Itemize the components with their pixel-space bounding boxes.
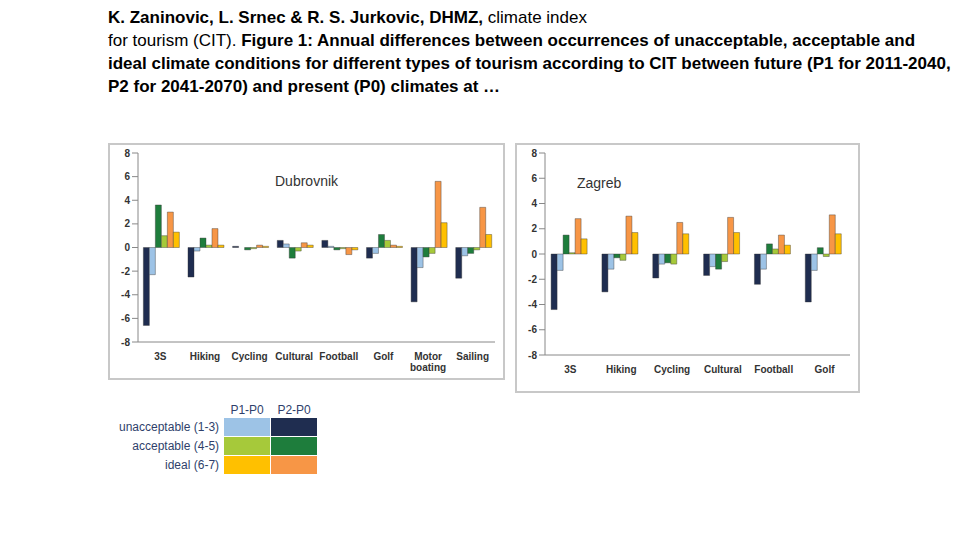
svg-text:Football: Football bbox=[319, 351, 358, 362]
svg-text:3S: 3S bbox=[564, 364, 577, 375]
svg-text:Hiking: Hiking bbox=[606, 364, 637, 375]
svg-text:8: 8 bbox=[124, 148, 130, 159]
html-text:acceptable (4-5): acceptable (4-5) bbox=[132, 439, 220, 453]
svg-text:3S: 3S bbox=[154, 351, 167, 362]
svg-text:0: 0 bbox=[124, 242, 130, 253]
html-text:ideal (6-7): ideal (6-7) bbox=[165, 458, 220, 472]
svg-text:Football: Football bbox=[754, 364, 793, 375]
svg-text:Cycling: Cycling bbox=[232, 351, 268, 362]
html-text:Dubrovnik: Dubrovnik bbox=[275, 173, 338, 189]
svg-text:6: 6 bbox=[531, 173, 537, 184]
svg-text:-2: -2 bbox=[528, 274, 537, 285]
svg-text:Golf: Golf bbox=[815, 364, 836, 375]
svg-text:-6: -6 bbox=[528, 324, 537, 335]
html-text:K. Zaninovic, L. Srnec & R. S.: K. Zaninovic, L. Srnec & R. S. Jurkovic,… bbox=[108, 8, 587, 27]
html-text:for tourism (CIT). Figure 1: A: for tourism (CIT). Figure 1: Annual diff… bbox=[108, 31, 951, 96]
svg-text:Motorboating: Motorboating bbox=[410, 351, 446, 373]
svg-text:-4: -4 bbox=[121, 289, 130, 300]
svg-text:Golf: Golf bbox=[373, 351, 394, 362]
svg-text:2: 2 bbox=[531, 223, 537, 234]
svg-text:6: 6 bbox=[124, 171, 130, 182]
svg-text:Cultural: Cultural bbox=[704, 364, 742, 375]
html-text:unacceptable (1-3): unacceptable (1-3) bbox=[119, 420, 220, 434]
svg-text:Cultural: Cultural bbox=[275, 351, 313, 362]
svg-text:-8: -8 bbox=[528, 350, 537, 361]
svg-text:Hiking: Hiking bbox=[190, 351, 221, 362]
svg-text:-8: -8 bbox=[121, 337, 130, 348]
svg-text:-2: -2 bbox=[121, 266, 130, 277]
svg-text:-6: -6 bbox=[121, 313, 130, 324]
svg-text:4: 4 bbox=[124, 195, 130, 206]
svg-text:Cycling: Cycling bbox=[654, 364, 690, 375]
html-text:P2-P0: P2-P0 bbox=[277, 403, 311, 417]
html-text:Zagreb: Zagreb bbox=[577, 175, 622, 191]
html-text:P1-P0: P1-P0 bbox=[230, 403, 264, 417]
svg-text:8: 8 bbox=[531, 148, 537, 159]
svg-text:2: 2 bbox=[124, 218, 130, 229]
svg-text:0: 0 bbox=[531, 249, 537, 260]
svg-text:-4: -4 bbox=[528, 299, 537, 310]
svg-text:4: 4 bbox=[531, 198, 537, 209]
svg-text:Sailing: Sailing bbox=[456, 351, 489, 362]
